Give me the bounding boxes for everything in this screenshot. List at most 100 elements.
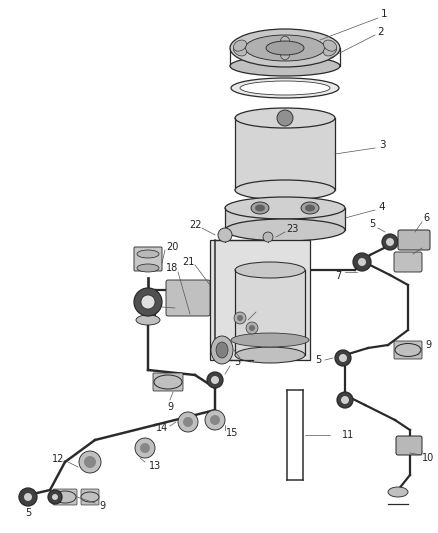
Circle shape [339,354,347,362]
Ellipse shape [225,219,345,241]
Text: 9: 9 [167,402,173,412]
Circle shape [234,312,246,324]
Text: 19: 19 [176,305,188,315]
Ellipse shape [233,40,247,51]
Ellipse shape [266,41,304,55]
Text: 5: 5 [25,508,31,518]
Circle shape [24,493,32,501]
Text: 13: 13 [149,461,161,471]
Text: 15: 15 [226,428,238,438]
Text: 18: 18 [166,263,178,273]
Polygon shape [235,118,335,190]
Circle shape [386,238,394,246]
Circle shape [48,490,62,504]
Polygon shape [225,208,345,230]
Circle shape [207,372,223,388]
Circle shape [337,392,353,408]
FancyBboxPatch shape [394,341,422,359]
Text: 10: 10 [422,453,434,463]
Circle shape [52,494,58,500]
Ellipse shape [251,202,269,214]
Ellipse shape [324,45,336,56]
Text: 9: 9 [99,501,105,511]
Text: 12: 12 [52,454,64,464]
Ellipse shape [255,205,265,212]
Ellipse shape [216,342,228,358]
Ellipse shape [240,81,330,95]
Ellipse shape [324,40,336,51]
Text: 3: 3 [379,140,385,150]
Circle shape [353,253,371,271]
Text: 22: 22 [190,220,202,230]
Circle shape [237,315,243,321]
Text: 5: 5 [234,357,240,367]
Circle shape [246,322,258,334]
Ellipse shape [225,197,345,219]
Circle shape [79,451,101,473]
Circle shape [277,110,293,126]
Ellipse shape [395,343,421,357]
Ellipse shape [301,202,319,214]
Circle shape [135,438,155,458]
Ellipse shape [230,29,340,67]
Text: 21: 21 [182,257,194,267]
Text: 6: 6 [423,213,429,223]
Ellipse shape [136,315,160,325]
Polygon shape [235,270,305,355]
Text: 7: 7 [335,271,341,281]
Text: 14: 14 [156,423,168,433]
Circle shape [382,234,398,250]
FancyBboxPatch shape [134,247,162,271]
FancyBboxPatch shape [394,252,422,272]
Text: 11: 11 [342,430,354,440]
Text: 4: 4 [379,202,385,212]
Circle shape [84,456,96,468]
Ellipse shape [137,250,159,258]
Ellipse shape [235,108,335,128]
Circle shape [341,396,349,404]
Polygon shape [210,240,310,360]
Ellipse shape [245,35,325,61]
Circle shape [140,443,150,453]
Text: 20: 20 [166,242,178,252]
Circle shape [335,350,351,366]
FancyBboxPatch shape [53,489,77,505]
Ellipse shape [54,491,76,503]
Ellipse shape [235,347,305,363]
Circle shape [358,258,366,266]
Circle shape [134,288,162,316]
Text: 23: 23 [286,224,298,234]
FancyBboxPatch shape [81,489,99,505]
Circle shape [178,412,198,432]
Ellipse shape [230,56,340,76]
Text: 5: 5 [369,219,375,229]
FancyBboxPatch shape [396,436,422,455]
Ellipse shape [231,78,339,98]
Circle shape [218,228,232,242]
Circle shape [19,488,37,506]
FancyBboxPatch shape [398,230,430,250]
Ellipse shape [231,333,309,347]
Circle shape [263,232,273,242]
Ellipse shape [305,205,315,212]
Text: 16: 16 [241,350,253,360]
Circle shape [141,295,155,309]
Text: 5: 5 [315,355,321,365]
Text: 17: 17 [257,303,269,313]
Circle shape [211,376,219,384]
Circle shape [183,417,193,427]
Text: 2: 2 [378,27,384,37]
Circle shape [249,325,255,331]
Ellipse shape [235,180,335,200]
Ellipse shape [154,375,182,389]
Text: 1: 1 [381,9,387,19]
Circle shape [210,415,220,425]
Ellipse shape [235,262,305,278]
Circle shape [205,410,225,430]
Ellipse shape [280,36,290,50]
Text: 8: 8 [423,239,429,249]
Ellipse shape [280,46,290,60]
FancyBboxPatch shape [153,373,183,391]
Ellipse shape [137,264,159,272]
Ellipse shape [211,336,233,364]
